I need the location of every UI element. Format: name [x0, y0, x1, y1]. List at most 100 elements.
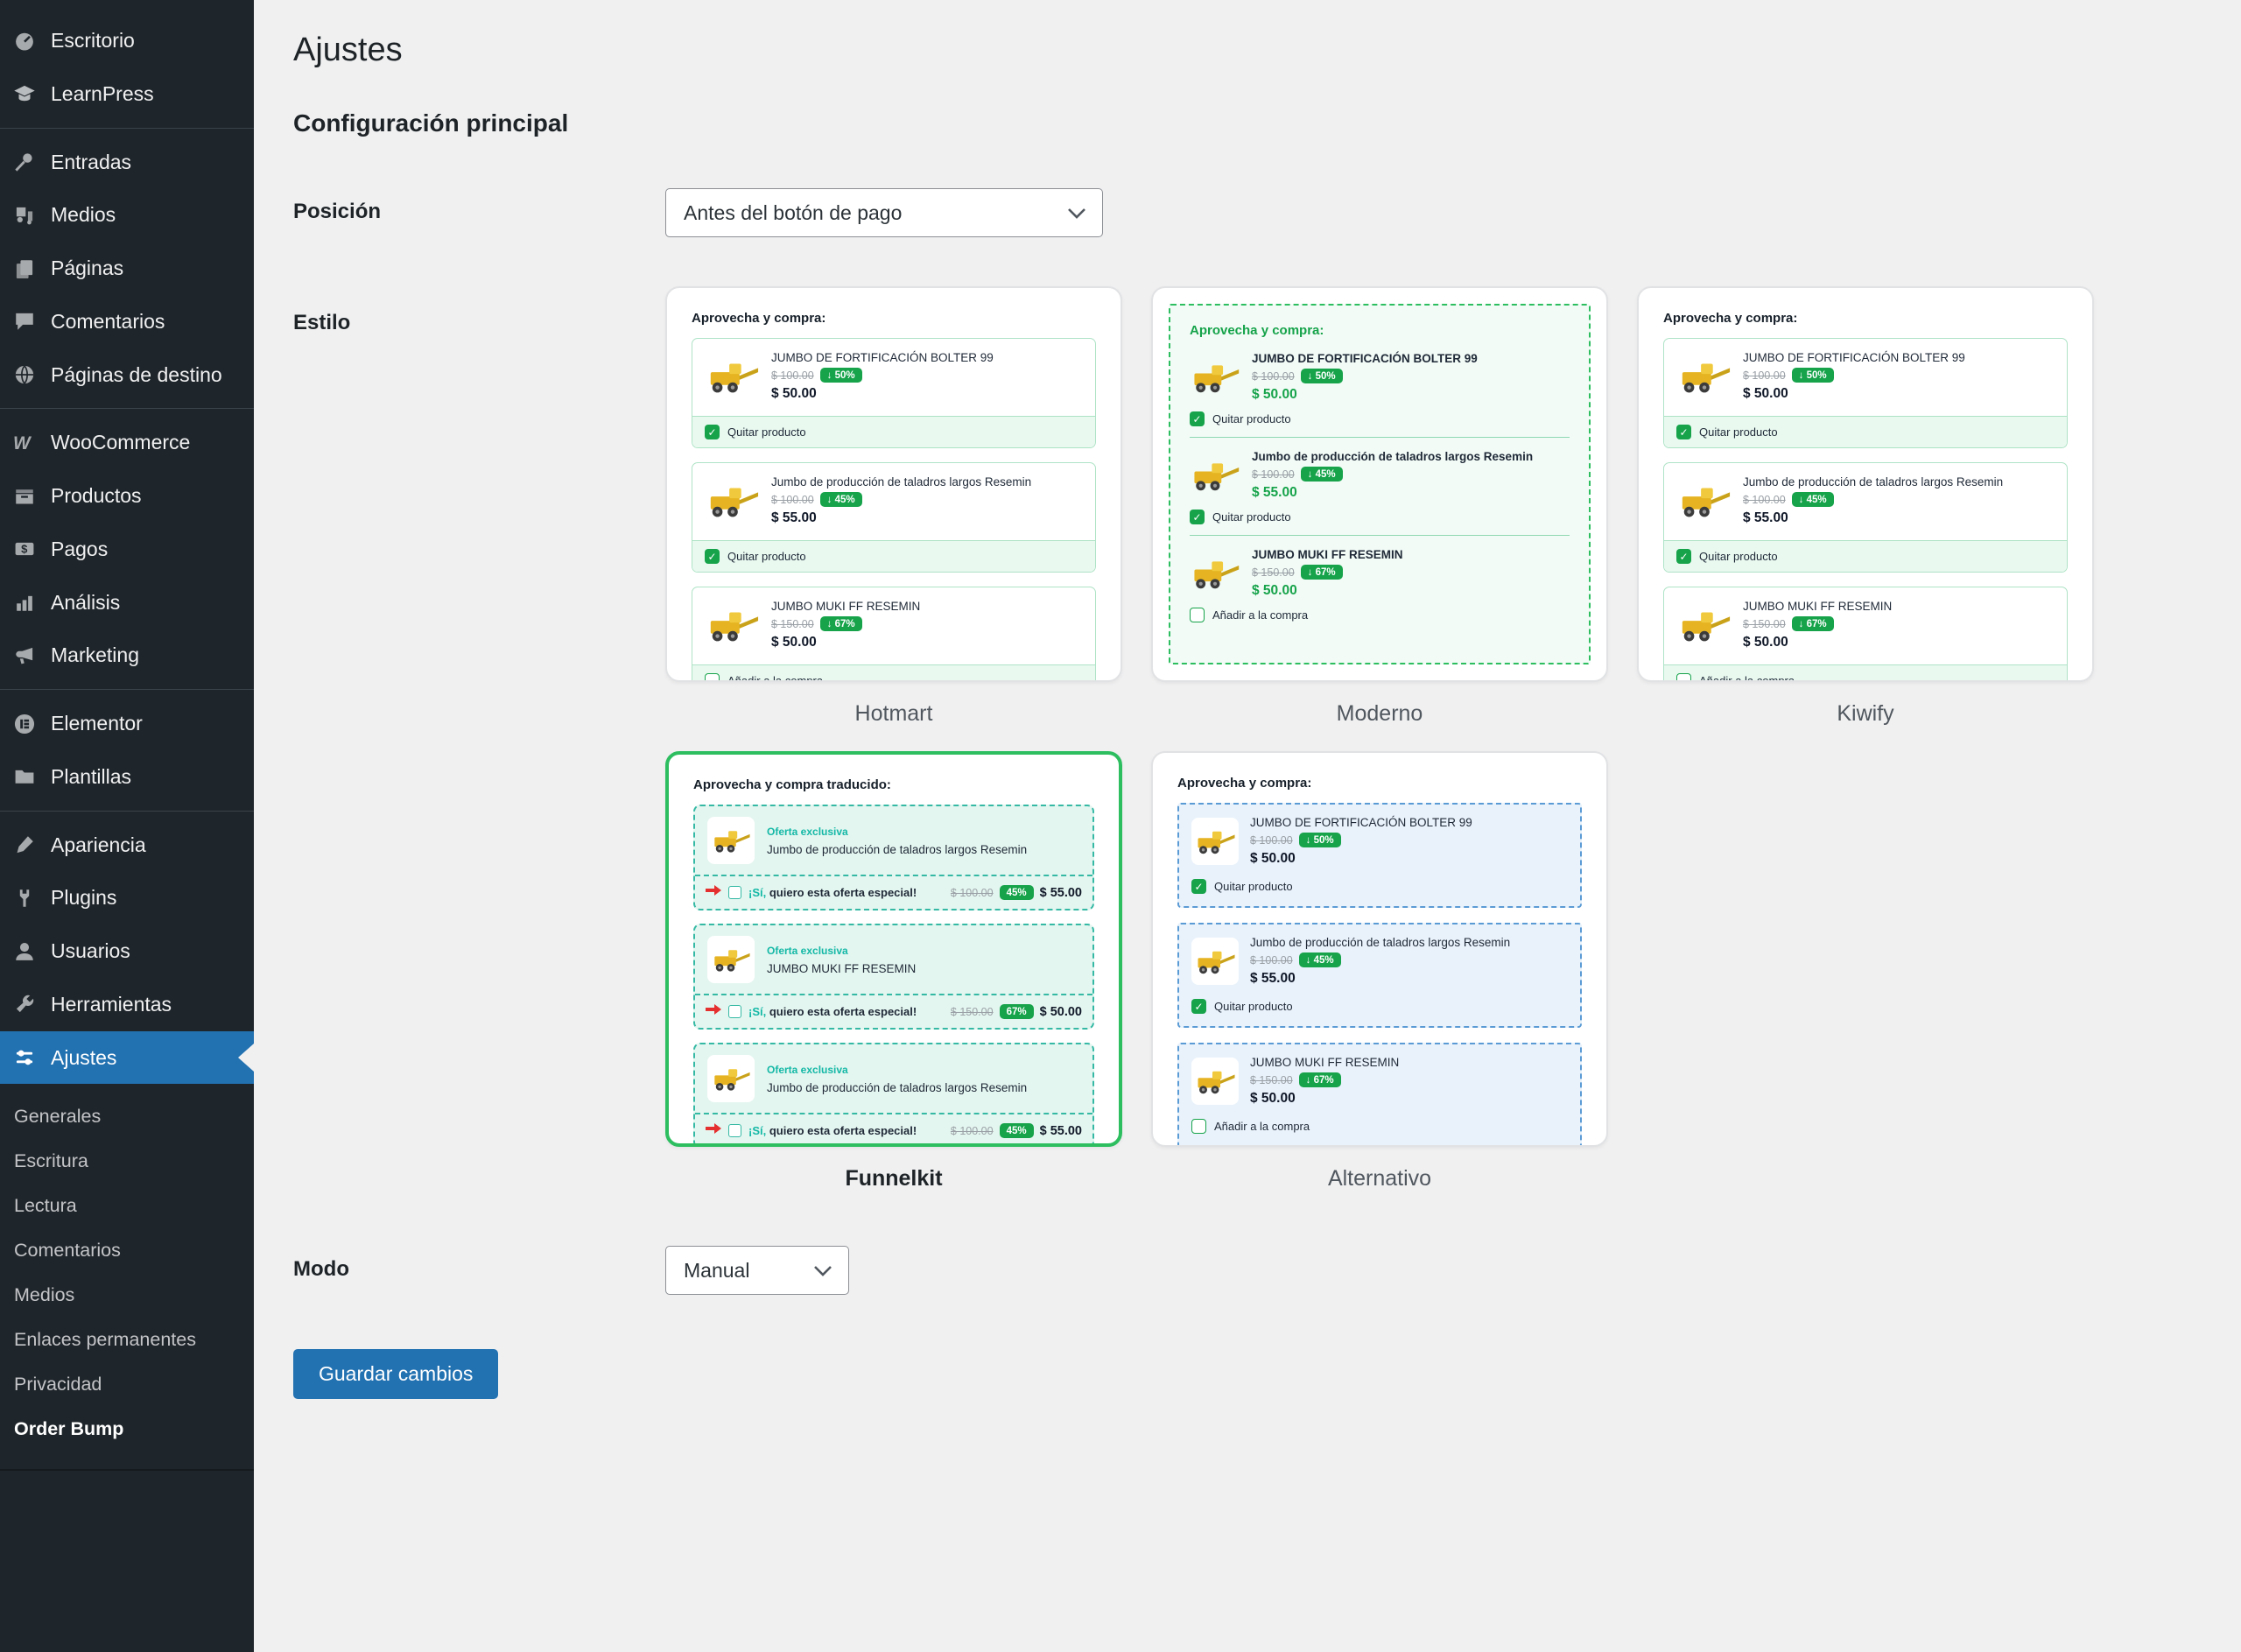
- product-image: [706, 606, 760, 644]
- remove-product-checkbox[interactable]: ✓: [1191, 879, 1206, 894]
- accept-offer-checkbox[interactable]: [728, 1124, 741, 1137]
- sidebar-item-plantillas[interactable]: Plantillas: [0, 750, 254, 804]
- sidebar-item-paginas-destino[interactable]: Páginas de destino: [0, 348, 254, 402]
- remove-product-checkbox[interactable]: ✓: [705, 425, 720, 439]
- remove-product-checkbox[interactable]: ✓: [1676, 549, 1691, 564]
- sidebar-item-label: Pagos: [51, 537, 109, 560]
- remove-product-checkbox[interactable]: ✓: [705, 549, 720, 564]
- sidebar-item-paginas[interactable]: Páginas: [0, 242, 254, 295]
- style-option-name: Funnelkit: [845, 1166, 943, 1191]
- cta-text: quiero esta oferta especial!: [766, 1005, 917, 1018]
- mode-select-value: Manual: [684, 1258, 750, 1282]
- product-offer-box: JUMBO MUKI FF RESEMIN $ 150.00 ↓ 67% $ 5…: [1663, 587, 2068, 682]
- product-old-price: $ 100.00: [1252, 369, 1295, 383]
- active-menu-arrow: [238, 1043, 254, 1072]
- accept-offer-checkbox[interactable]: [728, 886, 741, 899]
- submenu-item-comentarios[interactable]: Comentarios: [14, 1240, 121, 1262]
- remove-product-checkbox[interactable]: ✓: [1190, 510, 1205, 524]
- sidebar-item-escritorio[interactable]: Escritorio: [0, 14, 254, 67]
- submenu-item-lectura[interactable]: Lectura: [14, 1195, 77, 1217]
- style-card-hotmart[interactable]: Aprovecha y compra: JUMBO DE FORTIFICACI…: [665, 286, 1122, 682]
- submenu-item-generales[interactable]: Generales: [14, 1106, 102, 1128]
- product-offer-box: Jumbo de producción de taladros largos R…: [1663, 462, 2068, 573]
- sidebar-item-entradas[interactable]: Entradas: [0, 136, 254, 189]
- product-name: Jumbo de producción de taladros largos R…: [1743, 475, 2004, 489]
- submenu-item-escritura[interactable]: Escritura: [14, 1150, 88, 1172]
- product-offer-box: Jumbo de producción de taladros largos R…: [692, 462, 1096, 573]
- sidebar-item-usuarios[interactable]: Usuarios: [0, 924, 254, 978]
- remove-product-checkbox[interactable]: ✓: [1676, 425, 1691, 439]
- sidebar-item-label: Análisis: [51, 590, 121, 614]
- offer-tag: Oferta exclusiva: [767, 825, 848, 838]
- remove-product-checkbox[interactable]: ✓: [1191, 999, 1206, 1014]
- style-option-name: Moderno: [1336, 701, 1423, 726]
- checkbox-label: Quitar producto: [1212, 510, 1291, 524]
- cta-highlight: ¡Sí,: [748, 886, 767, 899]
- style-card-kiwify[interactable]: Aprovecha y compra: JUMBO DE FORTIFICACI…: [1637, 286, 2094, 682]
- product-old-price: $ 100.00: [1252, 467, 1295, 481]
- sidebar-item-comentarios[interactable]: Comentarios: [0, 295, 254, 348]
- product-name: Jumbo de producción de taladros largos R…: [771, 475, 1032, 489]
- submenu-item-privacidad[interactable]: Privacidad: [14, 1374, 102, 1395]
- position-select[interactable]: Antes del botón de pago: [665, 188, 1103, 237]
- checkbox-label: Añadir a la compra: [1214, 1120, 1310, 1133]
- product-old-price: $ 100.00: [1250, 953, 1293, 967]
- submenu-item-order-bump[interactable]: Order Bump: [14, 1418, 124, 1440]
- mode-select[interactable]: Manual: [665, 1246, 849, 1295]
- sidebar-item-label: Herramientas: [51, 992, 172, 1016]
- submenu-item-medios[interactable]: Medios: [14, 1284, 75, 1306]
- sidebar-item-ajustes[interactable]: Ajustes: [0, 1030, 254, 1085]
- discount-badge: 45%: [999, 1123, 1034, 1138]
- style-card-funnelkit[interactable]: Aprovecha y compra traducido: Oferta exc…: [665, 751, 1122, 1147]
- add-to-order-checkbox[interactable]: [1190, 608, 1205, 622]
- sidebar-item-elementor[interactable]: Elementor: [0, 697, 254, 750]
- payments-icon: $: [12, 538, 36, 561]
- submenu-item-enlaces-permanentes[interactable]: Enlaces permanentes: [14, 1329, 196, 1351]
- discount-badge: ↓ 67%: [1791, 616, 1834, 631]
- add-to-order-checkbox[interactable]: [1676, 673, 1691, 680]
- sidebar-item-woocommerce[interactable]: W WooCommerce: [0, 416, 254, 469]
- mode-field-row: Modo Manual: [293, 1246, 2206, 1295]
- cta-text: quiero esta oferta especial!: [766, 1124, 917, 1137]
- add-to-order-checkbox[interactable]: [705, 673, 720, 680]
- add-to-order-checkbox[interactable]: [1191, 1119, 1206, 1134]
- product-name: Jumbo de producción de taladros largos R…: [767, 842, 1028, 856]
- checkbox-label: Quitar producto: [1214, 1000, 1293, 1013]
- sidebar-item-herramientas[interactable]: Herramientas: [0, 978, 254, 1031]
- product-image: [1191, 818, 1239, 865]
- product-name: JUMBO MUKI FF RESEMIN: [771, 600, 921, 613]
- sidebar-item-plugins[interactable]: Plugins: [0, 871, 254, 924]
- offer-tag: Oferta exclusiva: [767, 944, 848, 957]
- style-field-row: Estilo Aprovecha y compra: JUMBO DE FORT…: [293, 286, 2206, 1216]
- product-price: $ 55.00: [1743, 510, 1788, 525]
- preview-header: Aprovecha y compra:: [1190, 323, 1324, 338]
- checkbox-label: Añadir a la compra: [1699, 674, 1795, 682]
- style-card-moderno[interactable]: Aprovecha y compra: JUMBO DE FORTIFICACI…: [1151, 286, 1608, 682]
- admin-sidebar: Escritorio LearnPress Entradas Medios Pá…: [0, 0, 254, 1652]
- style-card-alternativo[interactable]: Aprovecha y compra: JUMBO DE FORTIFICACI…: [1151, 751, 1608, 1147]
- product-price: $ 55.00: [1252, 485, 1297, 500]
- checkbox-label: Añadir a la compra: [1212, 608, 1309, 622]
- discount-badge: ↓ 67%: [819, 616, 862, 631]
- sidebar-item-productos[interactable]: Productos: [0, 469, 254, 523]
- product-price: $ 50.00: [1252, 583, 1297, 598]
- sidebar-item-pagos[interactable]: $ Pagos: [0, 523, 254, 576]
- sidebar-item-label: Plugins: [51, 886, 117, 910]
- accept-offer-checkbox[interactable]: [728, 1005, 741, 1018]
- checkbox-label: Quitar producto: [727, 425, 806, 439]
- checkbox-label: Quitar producto: [1214, 880, 1293, 893]
- remove-product-checkbox[interactable]: ✓: [1190, 411, 1205, 426]
- product-offer-box: JUMBO MUKI FF RESEMIN $ 150.00 ↓ 67% $ 5…: [1177, 1043, 1582, 1145]
- sidebar-item-medios[interactable]: Medios: [0, 188, 254, 242]
- sidebar-item-apariencia[interactable]: Apariencia: [0, 819, 254, 872]
- sidebar-item-learnpress[interactable]: LearnPress: [0, 67, 254, 121]
- sidebar-item-analisis[interactable]: Análisis: [0, 576, 254, 629]
- product-name: JUMBO DE FORTIFICACIÓN BOLTER 99: [771, 351, 994, 364]
- checkbox-label: Quitar producto: [1699, 550, 1778, 563]
- product-name: JUMBO DE FORTIFICACIÓN BOLTER 99: [1743, 351, 1965, 364]
- save-button[interactable]: Guardar cambios: [293, 1349, 499, 1399]
- style-option-name: Kiwify: [1837, 701, 1894, 726]
- product-image: [707, 817, 755, 864]
- media-icon: [12, 203, 36, 227]
- sidebar-item-marketing[interactable]: Marketing: [0, 629, 254, 682]
